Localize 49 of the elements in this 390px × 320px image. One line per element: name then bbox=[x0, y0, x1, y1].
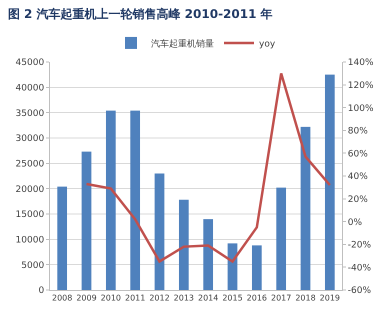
line-series bbox=[85, 72, 332, 263]
y2-tick-label: 120% bbox=[348, 80, 374, 91]
y2-tick-label: 0% bbox=[348, 218, 363, 228]
y2-tick-label: -60% bbox=[348, 286, 372, 296]
x-tick-label: 2008 bbox=[52, 294, 72, 303]
y-tick-label: 40000 bbox=[16, 83, 44, 94]
y-tick-label: 5000 bbox=[21, 260, 44, 271]
x-tick-label: 2013 bbox=[174, 294, 194, 303]
bar bbox=[203, 219, 214, 290]
bar bbox=[324, 74, 335, 290]
y2-tick-label: -40% bbox=[348, 263, 372, 274]
bar bbox=[106, 110, 116, 290]
x-tick-label: 2014 bbox=[198, 294, 218, 303]
x-tick-label: 2019 bbox=[320, 294, 340, 303]
legend-label: yoy bbox=[259, 39, 276, 50]
y2-tick-label: -20% bbox=[348, 240, 372, 251]
bar bbox=[276, 188, 286, 290]
y2-tick-label: 100% bbox=[348, 104, 374, 114]
chart-title: 图 2 汽车起重机上一轮销售高峰 2010-2011 年 bbox=[8, 7, 273, 21]
bar bbox=[300, 126, 310, 290]
bar bbox=[82, 152, 92, 290]
x-tick-label: 2009 bbox=[76, 294, 97, 303]
x-tick-label: 2012 bbox=[149, 294, 170, 303]
y-tick-label: 10000 bbox=[16, 235, 44, 246]
x-tick-label: 2015 bbox=[222, 294, 243, 303]
y-tick-label: 15000 bbox=[16, 210, 44, 220]
bar bbox=[252, 245, 262, 290]
y-tick-label: 45000 bbox=[16, 58, 44, 68]
bar bbox=[228, 243, 238, 290]
x-tick-label: 2016 bbox=[246, 294, 268, 303]
y2-tick-label: 20% bbox=[348, 194, 368, 205]
y2-tick-label: 140% bbox=[348, 58, 374, 68]
x-tick-label: 2017 bbox=[270, 294, 292, 303]
y-tick-label: 25000 bbox=[16, 159, 44, 170]
y-tick-label: 30000 bbox=[16, 134, 44, 144]
bar bbox=[57, 186, 68, 290]
y2-tick-label: 60% bbox=[348, 149, 368, 160]
y-tick-label: 20000 bbox=[16, 184, 44, 195]
y2-tick-label: 40% bbox=[348, 172, 368, 182]
x-tick-label: 2010 bbox=[100, 294, 122, 303]
x-tick-label: 2018 bbox=[295, 294, 316, 303]
y-tick-label: 35000 bbox=[16, 108, 44, 119]
bar bbox=[154, 173, 164, 290]
bar bbox=[178, 200, 189, 290]
y-tick-label: 0 bbox=[38, 286, 44, 296]
x-tick-label: 2011 bbox=[124, 294, 146, 303]
bar bbox=[130, 110, 140, 290]
y2-tick-label: 80% bbox=[348, 126, 368, 137]
legend-label: 汽车起重机销量 bbox=[151, 38, 214, 50]
